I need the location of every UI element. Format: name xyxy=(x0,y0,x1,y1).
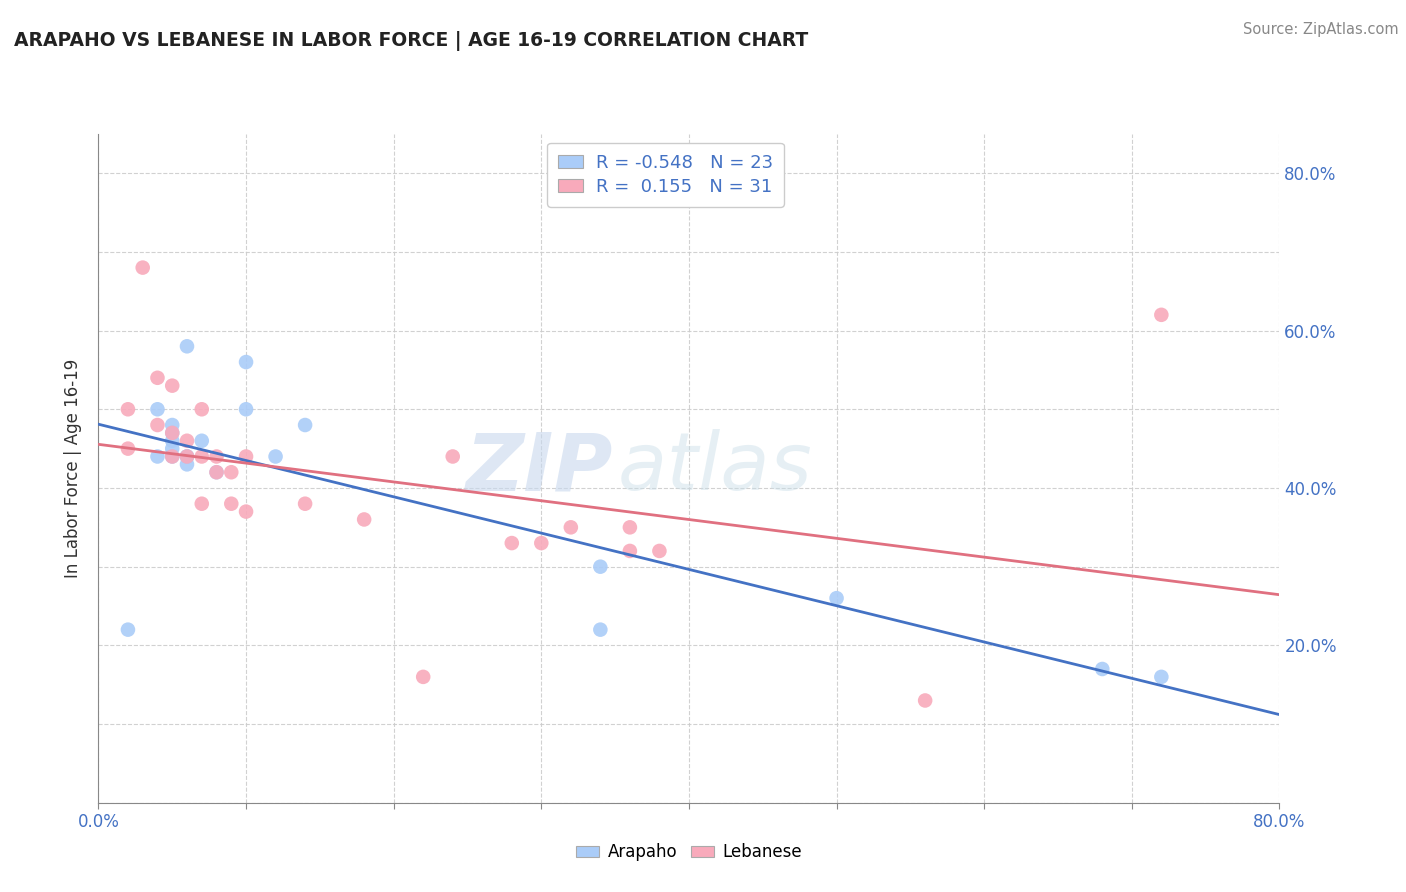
Point xyxy=(1150,308,1173,322)
Point xyxy=(1150,670,1173,684)
Point xyxy=(648,544,671,558)
Point xyxy=(132,260,155,275)
Point xyxy=(162,425,183,440)
Point xyxy=(501,536,523,550)
Point xyxy=(162,450,183,464)
Point xyxy=(825,591,848,606)
Text: ARAPAHO VS LEBANESE IN LABOR FORCE | AGE 16-19 CORRELATION CHART: ARAPAHO VS LEBANESE IN LABOR FORCE | AGE… xyxy=(14,31,808,51)
Point xyxy=(146,450,169,464)
Point xyxy=(1091,662,1114,676)
Point xyxy=(235,355,257,369)
Point xyxy=(264,450,287,464)
Text: ZIP: ZIP xyxy=(465,429,612,508)
Point xyxy=(146,417,169,432)
Point xyxy=(914,693,936,707)
Point xyxy=(176,339,198,353)
Point xyxy=(589,623,612,637)
Point xyxy=(294,497,316,511)
Point xyxy=(191,402,214,417)
Point xyxy=(191,434,214,448)
Point xyxy=(589,559,612,574)
Point xyxy=(162,378,183,392)
Point xyxy=(441,450,464,464)
Point xyxy=(205,465,228,479)
Point xyxy=(162,434,183,448)
Point xyxy=(146,371,169,385)
Point xyxy=(235,505,257,519)
Point xyxy=(176,458,198,472)
Point xyxy=(219,497,242,511)
Point xyxy=(176,450,198,464)
Point xyxy=(205,450,228,464)
Point xyxy=(412,670,434,684)
Legend: Arapaho, Lebanese: Arapaho, Lebanese xyxy=(569,837,808,868)
Point xyxy=(162,442,183,456)
Point xyxy=(235,450,257,464)
Point xyxy=(205,465,228,479)
Point xyxy=(176,450,198,464)
Point xyxy=(162,417,183,432)
Point xyxy=(191,450,214,464)
Y-axis label: In Labor Force | Age 16-19: In Labor Force | Age 16-19 xyxy=(65,359,83,578)
Point xyxy=(235,402,257,417)
Point xyxy=(146,402,169,417)
Point xyxy=(353,512,375,526)
Point xyxy=(117,623,139,637)
Point xyxy=(219,465,242,479)
Point xyxy=(162,425,183,440)
Text: Source: ZipAtlas.com: Source: ZipAtlas.com xyxy=(1243,22,1399,37)
Point xyxy=(117,402,139,417)
Point xyxy=(162,450,183,464)
Point xyxy=(560,520,582,534)
Point xyxy=(191,497,214,511)
Point xyxy=(117,442,139,456)
Point xyxy=(619,520,641,534)
Point xyxy=(176,450,198,464)
Text: atlas: atlas xyxy=(619,429,813,508)
Point xyxy=(294,417,316,432)
Point xyxy=(530,536,553,550)
Point xyxy=(619,544,641,558)
Point xyxy=(176,434,198,448)
